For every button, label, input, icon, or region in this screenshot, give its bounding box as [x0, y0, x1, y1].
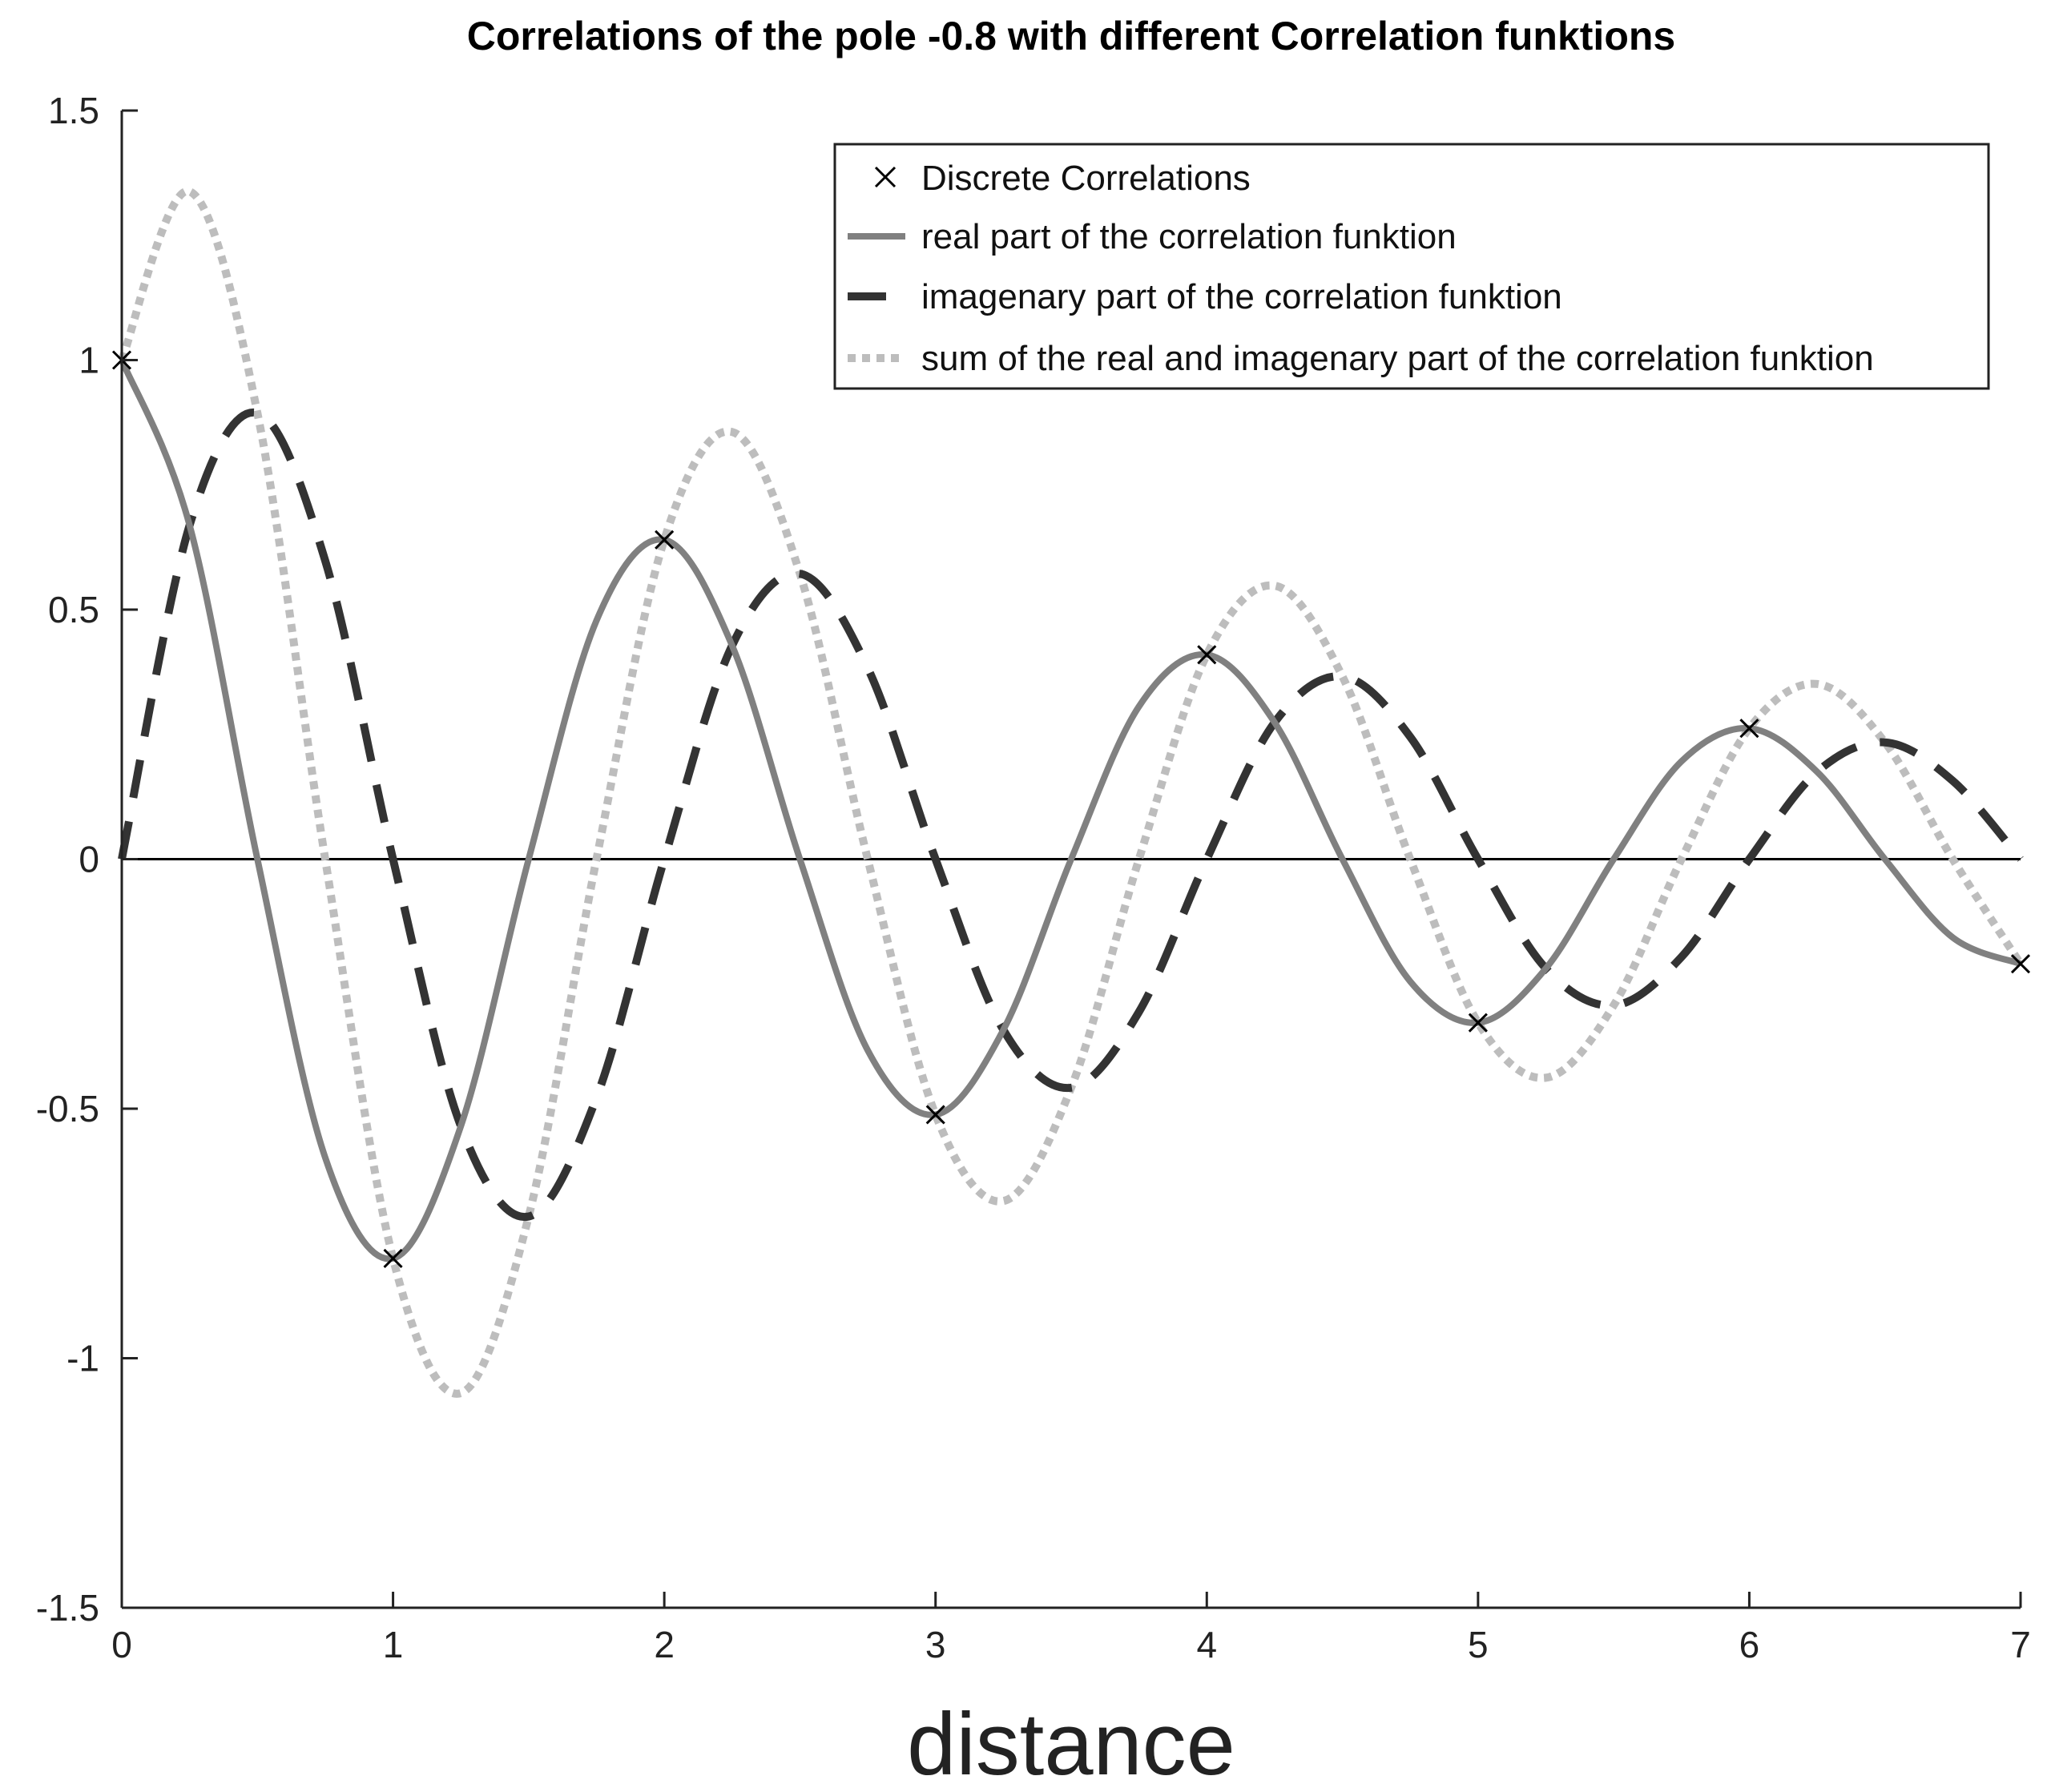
- x-axis-label: distance: [907, 1695, 1235, 1792]
- x-tick-label: 4: [1196, 1624, 1217, 1665]
- legend-label-real: real part of the correlation funktion: [921, 217, 1457, 256]
- legend-label-imaginary: imagenary part of the correlation funkti…: [921, 277, 1562, 316]
- legend-label-sum: sum of the real and imagenary part of th…: [921, 339, 1874, 378]
- y-tick-label: -1: [66, 1338, 99, 1379]
- discrete-point: [383, 1248, 403, 1268]
- legend-box: [833, 143, 1990, 390]
- discrete-point: [1197, 645, 1217, 665]
- legend-item-sum: sum of the real and imagenary part of th…: [848, 339, 1874, 378]
- series-line-real: [119, 358, 2022, 1262]
- legend-item-real: real part of the correlation funktion: [848, 217, 1457, 256]
- y-tick-label: 1.5: [48, 90, 99, 131]
- legend-x-marker-icon: [874, 166, 897, 188]
- discrete-point: [1468, 1013, 1488, 1033]
- x-tick-label: 1: [383, 1624, 404, 1665]
- x-tick-label: 5: [1468, 1624, 1489, 1665]
- series-line-sum: [118, 187, 2025, 1398]
- legend-item-imaginary: imagenary part of the correlation funkti…: [848, 277, 1562, 316]
- x-tick-label: 6: [1739, 1624, 1760, 1665]
- discrete-point: [925, 1105, 945, 1125]
- legend-label-discrete: Discrete Correlations: [921, 159, 1251, 198]
- y-ticks: 1.5 1 0.5 0 -0.5 -1 -1.5: [36, 90, 138, 1629]
- y-tick-label: -1.5: [36, 1587, 99, 1629]
- y-tick-label: 1: [79, 340, 99, 381]
- legend: Discrete Correlations real part of the c…: [833, 143, 1990, 390]
- discrete-point: [2010, 954, 2031, 974]
- series-line-imaginary: [118, 408, 2024, 1222]
- x-tick-label: 2: [654, 1624, 675, 1665]
- x-tick-label: 3: [925, 1624, 946, 1665]
- discrete-point: [655, 530, 675, 550]
- discrete-markers: [111, 350, 2031, 1268]
- y-tick-label: -0.5: [36, 1088, 99, 1130]
- x-tick-label: 0: [111, 1624, 132, 1665]
- series-layer: [118, 187, 2025, 1398]
- discrete-point: [1739, 719, 1759, 739]
- axes: 0 1 2 3 4 5 6 7 1.5 1 0.5 0 -0.5 -1 -1.5: [36, 90, 2031, 1665]
- y-tick-label: 0.5: [48, 589, 99, 630]
- x-ticks: 0 1 2 3 4 5 6 7: [111, 1592, 2031, 1665]
- legend-item-discrete: Discrete Correlations: [874, 159, 1251, 198]
- x-tick-label: 7: [2010, 1624, 2031, 1665]
- plot-area: [111, 187, 2031, 1398]
- y-tick-label: 0: [79, 839, 99, 880]
- chart-title: Correlations of the pole -0.8 with diffe…: [467, 14, 1675, 58]
